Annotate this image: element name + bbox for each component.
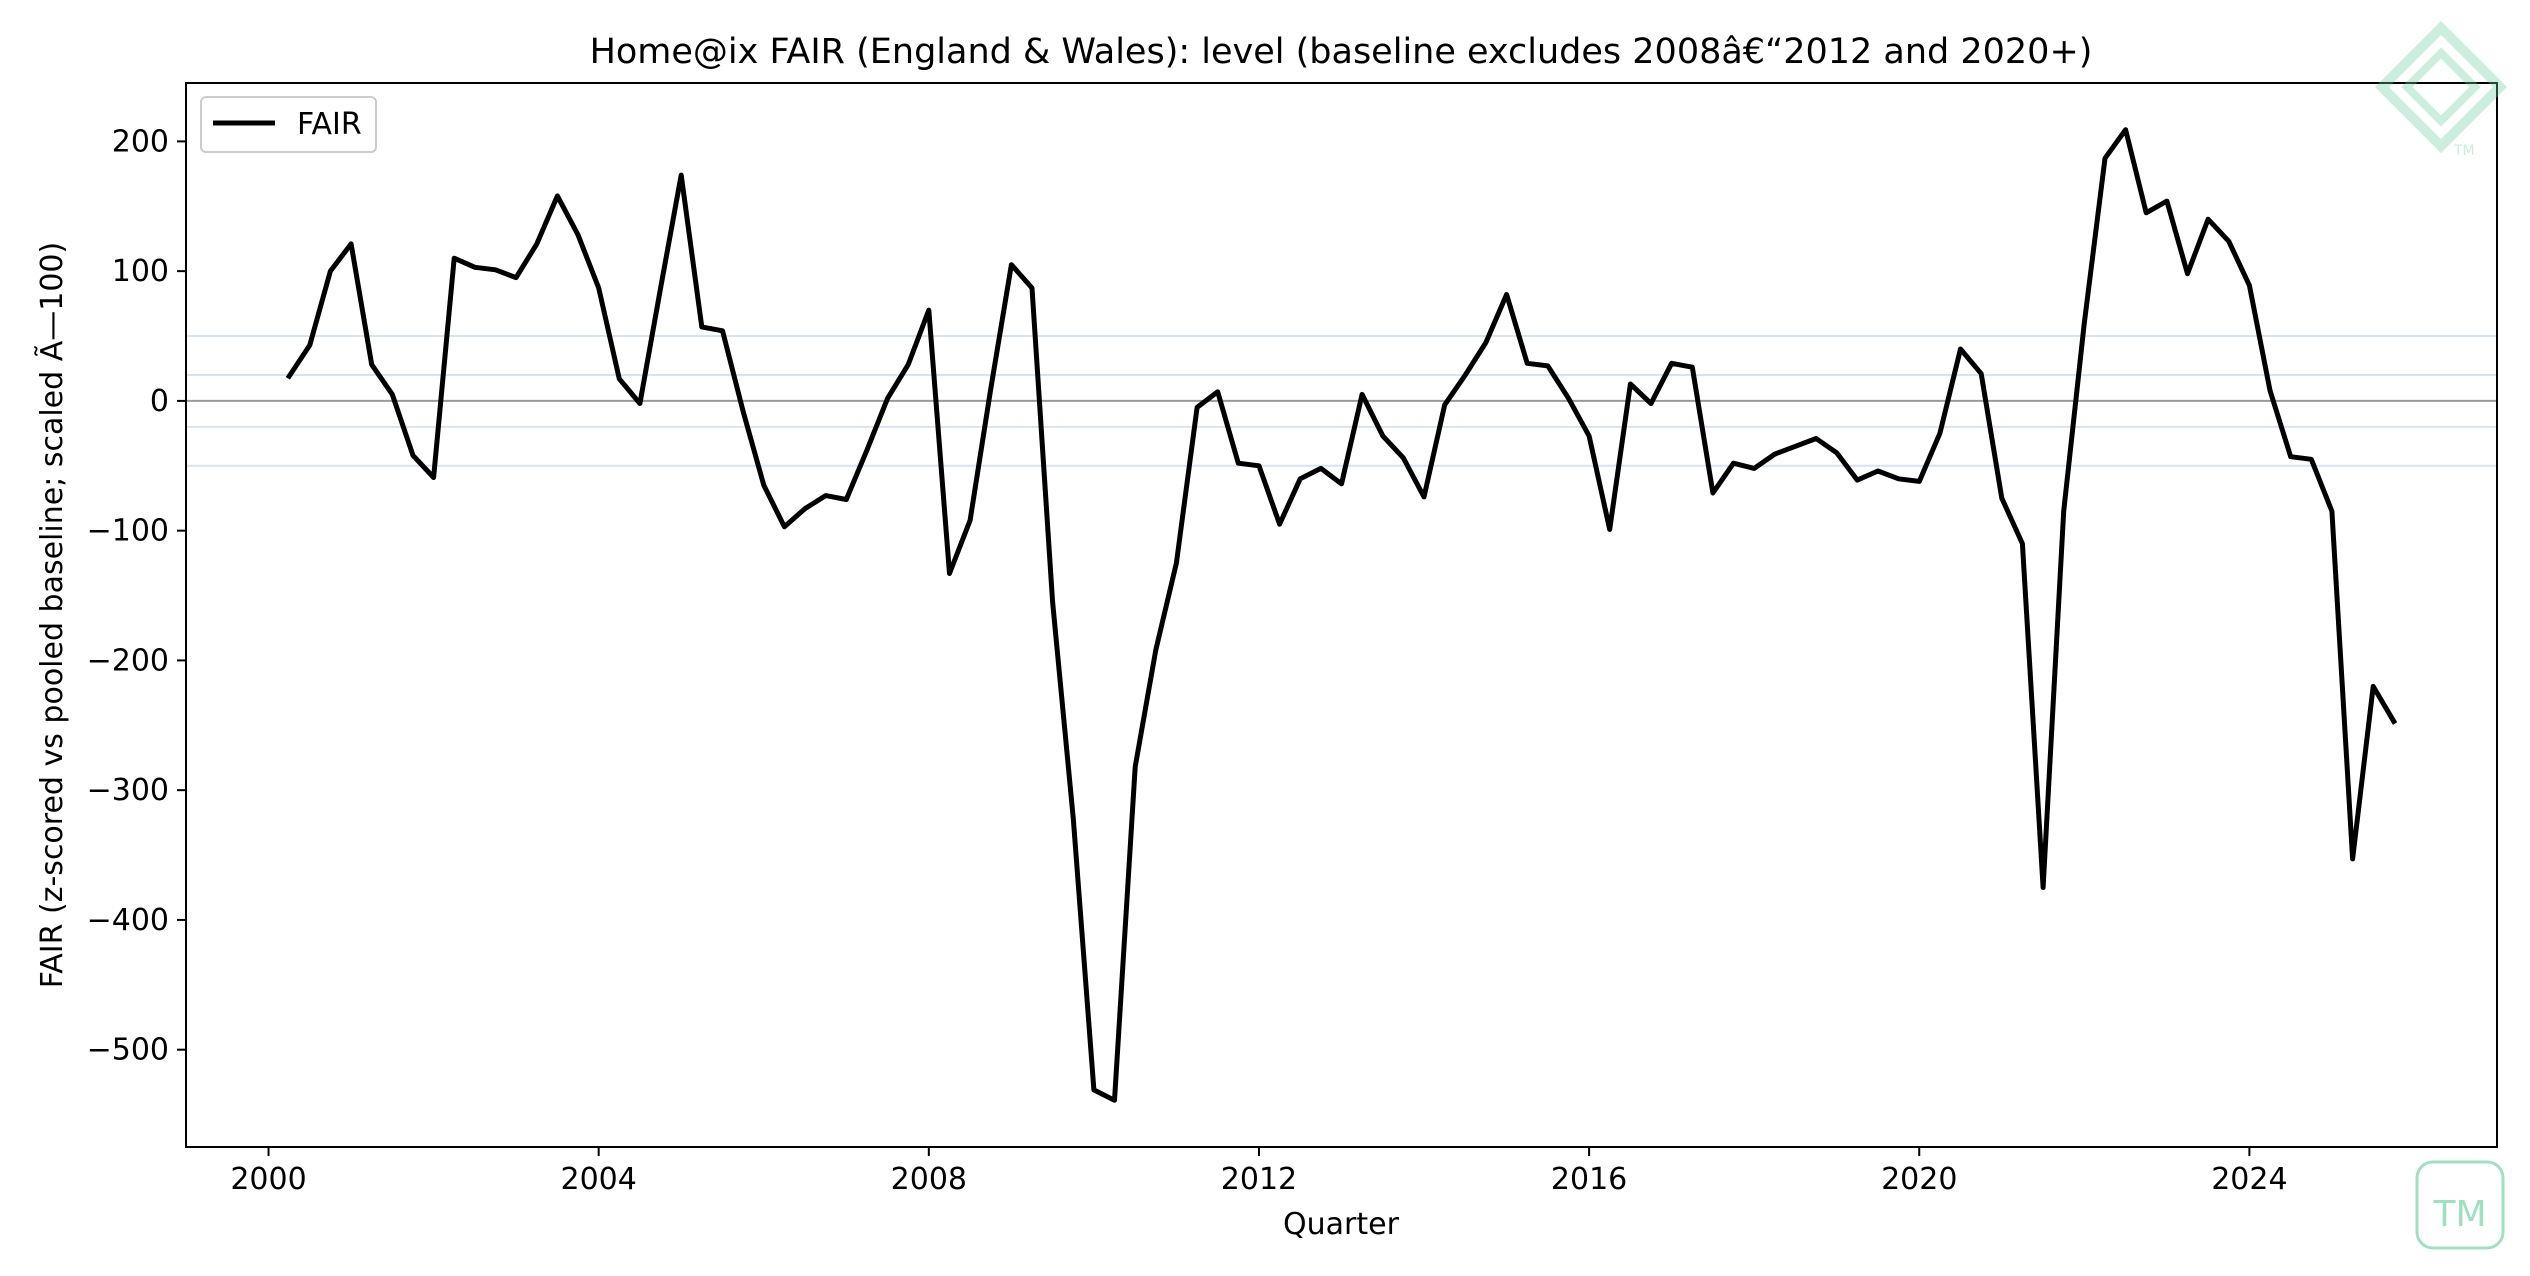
- y-tick-label: −300: [87, 773, 169, 808]
- y-tick-label: −100: [87, 514, 169, 549]
- legend: FAIR: [200, 96, 377, 153]
- x-tick-label: 2000: [230, 1162, 306, 1197]
- y-tick-label: −500: [87, 1033, 169, 1068]
- brand-logo-watermark: TM: [2374, 20, 2508, 159]
- reference-lines: [186, 335, 2497, 467]
- legend-label-fair: FAIR: [297, 107, 362, 142]
- y-tick-label: −200: [87, 643, 169, 678]
- series-line-fair: [285, 127, 2398, 1103]
- y-tick-label: 100: [112, 254, 169, 289]
- y-axis: 200 100 0 −100 −200 −300 −400 −500: [87, 124, 186, 1068]
- chart-title: Home@ix FAIR (England & Wales): level (b…: [590, 32, 2093, 72]
- y-tick-label: 0: [150, 384, 169, 419]
- series-layer: [285, 127, 2398, 1103]
- x-tick-label: 2020: [1881, 1162, 1957, 1197]
- y-tick-label: 200: [112, 124, 169, 159]
- x-tick-label: 2012: [1221, 1162, 1297, 1197]
- plot-area-frame: [185, 82, 2498, 1148]
- x-axis-title: Quarter: [1283, 1207, 1400, 1242]
- x-tick-label: 2024: [2211, 1162, 2287, 1197]
- svg-text:TM: TM: [2432, 1194, 2486, 1235]
- y-tick-label: −400: [87, 903, 169, 938]
- svg-text:TM: TM: [2453, 143, 2475, 159]
- y-axis-title: FAIR (z-scored vs pooled baseline; scale…: [34, 242, 70, 988]
- x-tick-label: 2004: [560, 1162, 636, 1197]
- x-axis: 2000 2004 2008 2012 2016 2020 2024: [230, 1147, 2288, 1197]
- legend-box: [200, 96, 377, 153]
- trademark-badge: TM: [2415, 1160, 2505, 1250]
- x-tick-label: 2016: [1551, 1162, 1627, 1197]
- x-tick-label: 2008: [891, 1162, 967, 1197]
